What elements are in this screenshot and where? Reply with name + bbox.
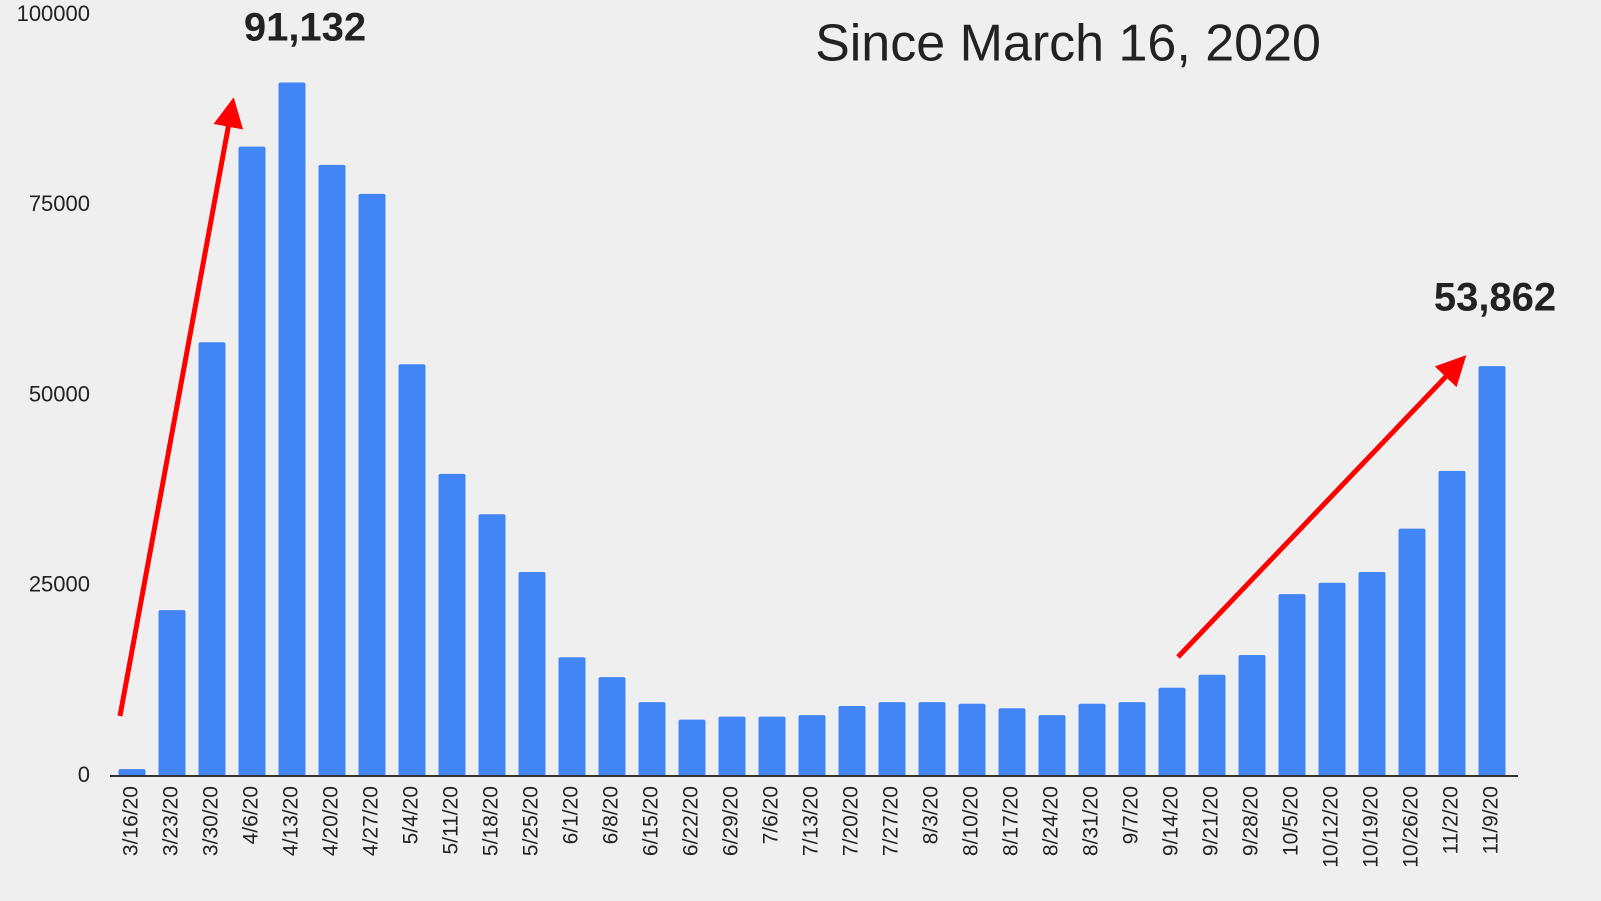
bar bbox=[478, 514, 506, 776]
x-tick-label: 7/20/20 bbox=[840, 786, 863, 856]
x-tick-label: 6/1/20 bbox=[560, 786, 583, 844]
x-tick-label: 4/27/20 bbox=[360, 786, 383, 856]
bar bbox=[878, 702, 906, 776]
bar bbox=[1198, 674, 1226, 776]
x-tick-label: 8/31/20 bbox=[1080, 786, 1103, 856]
y-tick-label: 75000 bbox=[29, 191, 90, 216]
x-tick-label: 4/6/20 bbox=[240, 786, 263, 844]
bar bbox=[118, 769, 146, 776]
x-tick-label: 5/18/20 bbox=[480, 786, 503, 856]
x-tick-label: 8/3/20 bbox=[920, 786, 943, 844]
plot: 0 25000 50000 75000 100000 3/16/20 3/23/20 3/30… bbox=[17, 1, 1518, 868]
bar bbox=[798, 715, 826, 776]
x-tick-label: 3/30/20 bbox=[200, 786, 223, 856]
bar bbox=[1038, 715, 1066, 776]
y-tick-label: 0 bbox=[78, 762, 90, 787]
bar bbox=[1398, 528, 1426, 776]
bar bbox=[1118, 702, 1146, 776]
bar bbox=[518, 572, 546, 776]
bar bbox=[638, 702, 666, 776]
x-tick-label: 6/15/20 bbox=[640, 786, 663, 856]
bar bbox=[318, 164, 346, 777]
annotation: 53,862 bbox=[1434, 276, 1556, 320]
bar bbox=[1238, 655, 1266, 776]
x-tick-label: 9/14/20 bbox=[1160, 786, 1183, 856]
bar bbox=[718, 716, 746, 776]
bar bbox=[158, 610, 186, 776]
x-tick-label: 9/28/20 bbox=[1240, 786, 1263, 856]
bar bbox=[238, 146, 266, 776]
chart-title: Since March 16, 2020 bbox=[815, 15, 1321, 73]
x-tick-label: 10/5/20 bbox=[1280, 786, 1303, 856]
x-tick-label: 6/8/20 bbox=[600, 786, 623, 844]
bar bbox=[838, 705, 866, 776]
x-tick-label: 4/20/20 bbox=[320, 786, 343, 856]
bar bbox=[358, 193, 386, 776]
bar bbox=[278, 82, 306, 777]
bar bbox=[998, 708, 1026, 776]
bar bbox=[438, 473, 466, 776]
bar bbox=[198, 342, 226, 776]
bar bbox=[1158, 687, 1186, 776]
x-tick-label: 10/19/20 bbox=[1360, 786, 1383, 868]
bar bbox=[1078, 703, 1106, 776]
bar bbox=[1478, 366, 1506, 776]
x-tick-label: 9/21/20 bbox=[1200, 786, 1223, 856]
bar bbox=[918, 702, 946, 776]
x-tick-label: 10/26/20 bbox=[1400, 786, 1423, 868]
y-tick-label: 100000 bbox=[17, 1, 90, 26]
x-tick-label: 3/23/20 bbox=[160, 786, 183, 856]
x-tick-label: 7/6/20 bbox=[760, 786, 783, 844]
bar bbox=[678, 719, 706, 776]
x-tick-label: 6/29/20 bbox=[720, 786, 743, 856]
bar bbox=[1438, 470, 1466, 776]
x-tick-label: 5/4/20 bbox=[400, 786, 423, 844]
bar bbox=[398, 364, 426, 776]
bar bbox=[1318, 582, 1346, 776]
y-tick-label: 50000 bbox=[29, 381, 90, 406]
x-tick-label: 11/9/20 bbox=[1480, 786, 1503, 855]
arrow bbox=[117, 97, 244, 717]
y-tick-label: 25000 bbox=[29, 572, 90, 597]
annotation: 91,132 bbox=[244, 6, 366, 50]
x-tick-label: 6/22/20 bbox=[680, 786, 703, 856]
bar bbox=[558, 657, 586, 776]
x-tick-label: 5/11/20 bbox=[440, 786, 463, 855]
x-tick-label: 9/7/20 bbox=[1120, 786, 1143, 844]
x-tick-label: 7/27/20 bbox=[880, 786, 903, 856]
x-tick-label: 10/12/20 bbox=[1320, 786, 1343, 868]
arrow bbox=[1176, 355, 1467, 659]
x-tick-label: 5/25/20 bbox=[520, 786, 543, 856]
bar bbox=[1358, 572, 1386, 776]
bar bbox=[958, 703, 986, 776]
x-tick-label: 8/17/20 bbox=[1000, 786, 1023, 856]
x-tick-label: 11/2/20 bbox=[1440, 786, 1463, 855]
x-tick-label: 4/13/20 bbox=[280, 786, 303, 856]
bar bbox=[758, 716, 786, 776]
x-tick-label: 8/10/20 bbox=[960, 786, 983, 856]
x-tick-label: 3/16/20 bbox=[120, 786, 143, 856]
bar bbox=[1278, 594, 1306, 776]
x-tick-label: 8/24/20 bbox=[1040, 786, 1063, 856]
x-tick-label: 7/13/20 bbox=[800, 786, 823, 856]
bar bbox=[598, 677, 626, 776]
